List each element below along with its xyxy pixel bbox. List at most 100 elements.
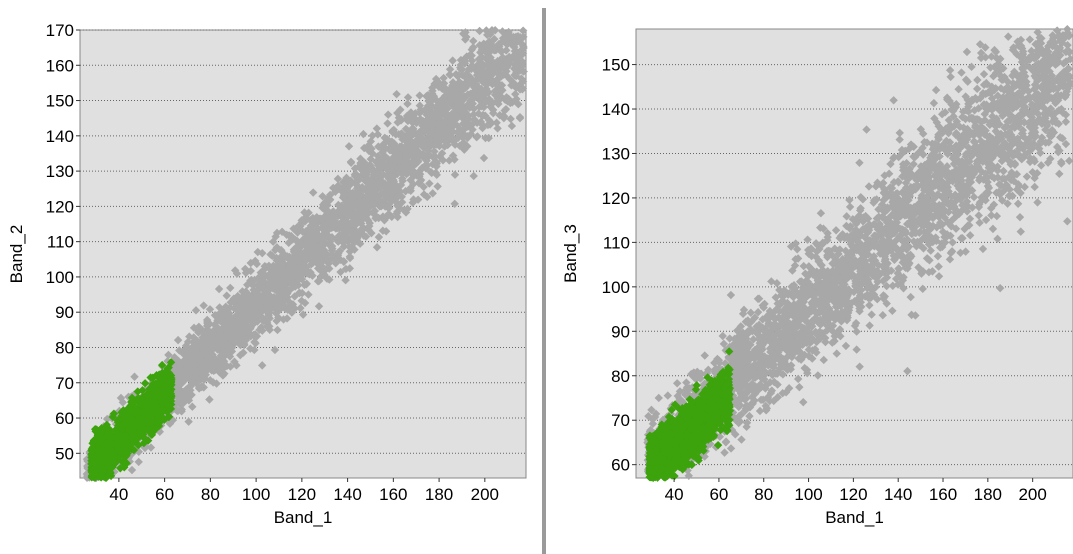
data-point (865, 301, 874, 310)
data-point (987, 211, 996, 220)
y-axis-label: Band_2 (7, 225, 26, 284)
data-point (267, 277, 277, 286)
data-point (308, 258, 318, 267)
data-point (380, 160, 389, 170)
y-tick-label: 130 (46, 162, 74, 181)
data-point (143, 399, 152, 409)
data-point (292, 269, 301, 278)
data-point (345, 180, 354, 190)
y-tick-label: 90 (55, 303, 74, 322)
data-point (512, 83, 521, 92)
data-point (356, 213, 365, 222)
data-point (365, 160, 375, 170)
data-point (395, 187, 405, 196)
data-point (510, 60, 519, 69)
data-point (327, 219, 336, 229)
data-point (504, 94, 513, 104)
data-point (243, 325, 253, 334)
data-point (249, 318, 258, 327)
data-point (429, 153, 438, 162)
data-point (146, 443, 156, 452)
data-point (493, 124, 502, 133)
data-point (182, 395, 191, 404)
data-point (105, 429, 114, 438)
data-point (166, 389, 176, 398)
data-point (162, 394, 172, 403)
data-point (477, 53, 487, 62)
data-point (264, 307, 274, 317)
data-point (434, 82, 444, 92)
data-point (495, 111, 504, 120)
y-tick-label: 170 (46, 21, 74, 40)
data-point (135, 428, 144, 437)
data-point (450, 170, 460, 179)
data-point (155, 394, 164, 403)
data-point (151, 407, 161, 416)
data-point (448, 127, 458, 137)
data-point (425, 179, 434, 188)
data-point (372, 243, 382, 252)
data-point (334, 249, 343, 258)
data-point (113, 421, 123, 430)
data-point (121, 434, 130, 444)
data-point (210, 320, 219, 329)
data-point (222, 306, 231, 315)
data-point (277, 227, 287, 237)
data-point (476, 48, 485, 57)
data-point (488, 105, 498, 115)
data-point (388, 140, 397, 150)
data-point (104, 455, 113, 464)
data-point (374, 232, 384, 242)
data-point (172, 375, 181, 384)
data-point (485, 55, 494, 65)
data-point (191, 306, 201, 315)
data-point (402, 125, 412, 135)
data-point (398, 174, 407, 183)
data-point (285, 298, 295, 307)
data-point (470, 115, 479, 124)
data-point (320, 212, 330, 221)
y-tick-label: 120 (46, 197, 74, 216)
data-point (475, 40, 484, 50)
data-point (467, 61, 477, 70)
data-point (413, 195, 423, 204)
data-point (89, 436, 99, 446)
data-point (506, 114, 515, 124)
data-point (389, 128, 399, 137)
data-point (335, 231, 344, 240)
data-point (477, 87, 486, 96)
data-point (318, 200, 328, 209)
data-point (393, 201, 402, 210)
data-point (325, 275, 334, 284)
x-tick-label: 40 (109, 485, 128, 504)
data-point (371, 186, 380, 196)
data-point (507, 40, 516, 49)
data-point (118, 448, 127, 457)
data-point (494, 39, 504, 49)
data-point (218, 349, 227, 358)
data-point (214, 284, 224, 294)
data-point (300, 234, 309, 243)
data-point (225, 334, 234, 343)
data-point (435, 141, 444, 151)
data-point (485, 72, 494, 81)
data-point (250, 345, 259, 355)
data-point (336, 267, 345, 277)
data-point (449, 109, 458, 118)
data-point (519, 67, 528, 76)
data-point (415, 101, 425, 110)
data-point (221, 361, 230, 370)
series-gray (82, 25, 528, 483)
data-point (271, 286, 281, 295)
data-point (232, 269, 242, 278)
data-point (348, 228, 357, 237)
data-point (298, 310, 308, 319)
data-point (819, 355, 828, 365)
data-point (151, 415, 161, 425)
data-point (250, 337, 259, 347)
data-point (253, 281, 262, 290)
data-point (297, 216, 306, 225)
data-point (295, 288, 304, 297)
data-point (339, 242, 349, 251)
